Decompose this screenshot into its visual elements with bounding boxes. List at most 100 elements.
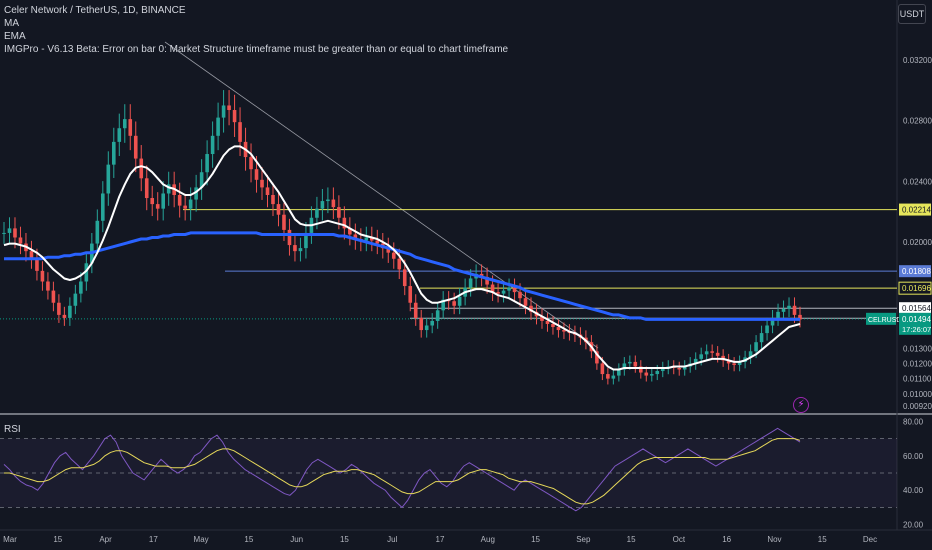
candle-body: [287, 229, 292, 246]
candle-body: [68, 305, 72, 318]
candle-body: [512, 287, 517, 293]
x-tick-label: Dec: [863, 535, 877, 544]
candle-body: [545, 320, 550, 324]
x-tick-label: 15: [244, 535, 253, 544]
y-tick-label: 0.02400: [903, 177, 932, 186]
candle-body: [413, 302, 418, 318]
candle-body: [693, 358, 698, 364]
x-tick-label: May: [194, 535, 209, 544]
current-price-label: 0.01494: [902, 315, 931, 324]
candle-body: [490, 284, 495, 293]
candle-body: [106, 164, 111, 194]
x-tick-label: 16: [722, 535, 731, 544]
y-tick-label: 0.02000: [903, 238, 932, 247]
candle-body: [457, 296, 462, 306]
candle-body: [699, 354, 703, 359]
candle-body: [644, 372, 649, 376]
candle-body: [7, 228, 12, 233]
candle-body: [2, 232, 6, 234]
candle-body: [781, 308, 786, 312]
rsi-pane-label[interactable]: RSI: [4, 424, 21, 435]
candle-body: [600, 363, 605, 375]
rsi-tick-label: 60.00: [903, 452, 924, 461]
candle-body: [507, 287, 511, 291]
candle-body: [704, 351, 709, 355]
candle-body: [304, 232, 308, 249]
candle-body: [518, 292, 522, 299]
current-symbol-label: CELRUSDT: [868, 317, 906, 324]
x-tick-label: 17: [149, 535, 158, 544]
candle-body: [397, 258, 402, 270]
y-tick-label: 0.03200: [903, 56, 932, 65]
candle-body: [35, 258, 39, 271]
ma-legend-label[interactable]: MA: [4, 18, 19, 29]
symbol-title[interactable]: Celer Network / TetherUS, 1D, BINANCE: [4, 5, 186, 16]
candle-body: [122, 119, 127, 129]
candle-body: [298, 248, 303, 252]
chart-legend: Celer Network / TetherUS, 1D, BINANCE MA…: [4, 4, 508, 56]
rsi-ma-line: [4, 438, 801, 505]
candle-body: [748, 351, 753, 358]
candle-body: [194, 187, 198, 200]
candle-body: [622, 363, 627, 370]
candle-body: [282, 214, 286, 230]
indicator-error-label[interactable]: IMGPro - V6.13 Beta: Error on bar 0: Mar…: [4, 44, 509, 55]
price-level-label: 0.02214: [902, 206, 931, 215]
currency-button[interactable]: USDT: [898, 4, 926, 24]
rsi-tick-label: 20.00: [903, 521, 924, 530]
candle-body: [468, 278, 473, 288]
candle-body: [628, 361, 632, 364]
candle-body: [556, 327, 561, 331]
price-level-badge: [899, 265, 931, 278]
x-tick-label: Jul: [387, 535, 397, 544]
candle-body: [177, 194, 182, 206]
candle-body: [435, 310, 440, 321]
lightning-icon[interactable]: ⚡: [793, 397, 809, 413]
candle-body: [402, 269, 407, 287]
candle-body: [776, 311, 780, 318]
candle-body: [485, 276, 489, 285]
candle-body: [348, 228, 352, 235]
candle-body: [452, 301, 456, 306]
candle-body: [166, 184, 171, 194]
candle-body: [238, 122, 242, 142]
candle-body: [337, 207, 341, 218]
candle-body: [726, 360, 731, 364]
candle-body: [408, 286, 413, 303]
candle-body: [787, 305, 791, 309]
candle-body: [199, 172, 204, 188]
candle-body: [523, 298, 528, 306]
x-tick-label: 15: [53, 535, 62, 544]
x-tick-label: 15: [627, 535, 636, 544]
candle-body: [57, 302, 61, 315]
candle-body: [326, 199, 330, 202]
candle-body: [430, 320, 434, 326]
candle-body: [655, 371, 660, 375]
y-tick-label: 0.01100: [903, 375, 932, 384]
x-tick-label: Sep: [576, 535, 591, 544]
ema-legend-label[interactable]: EMA: [4, 31, 26, 42]
candle-body: [254, 169, 259, 180]
candle-body: [293, 245, 297, 252]
candle-body: [139, 158, 144, 179]
candle-body: [84, 263, 89, 282]
candle-body: [606, 374, 610, 379]
candle-body: [715, 352, 720, 356]
candle-body: [46, 281, 50, 291]
candle-body: [133, 135, 138, 159]
candle-body: [144, 178, 149, 199]
x-tick-label: 17: [436, 535, 445, 544]
candle-body: [370, 237, 374, 241]
candle-body: [249, 157, 253, 170]
candle-body: [737, 361, 742, 365]
candle-body: [765, 325, 769, 334]
candle-body: [73, 293, 78, 306]
candle-body: [391, 252, 396, 259]
y-tick-label: 0.01200: [903, 359, 932, 368]
candle-body: [529, 305, 533, 312]
price-level-badge: [899, 203, 931, 216]
price-tag: [899, 312, 931, 335]
